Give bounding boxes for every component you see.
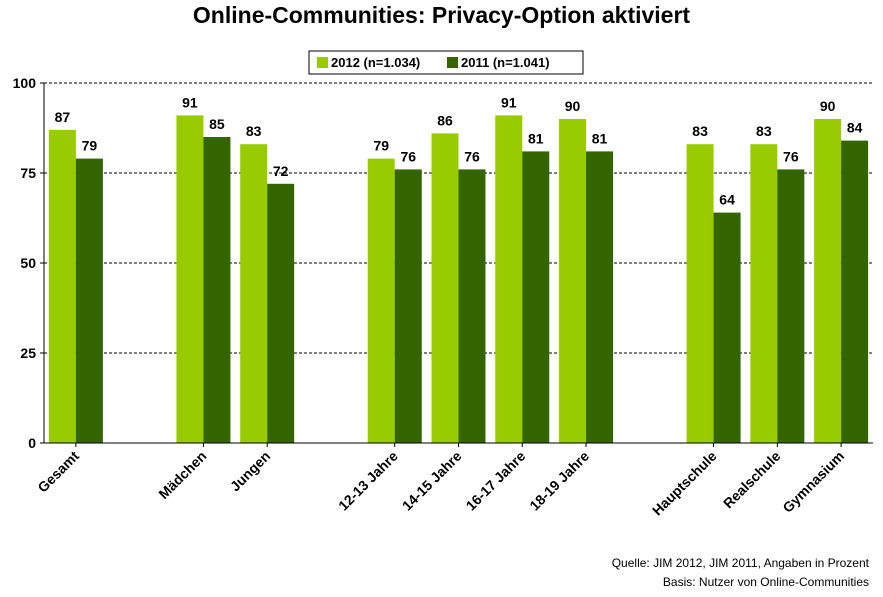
x-tick-label: Gesamt <box>34 448 82 496</box>
bar-2012 <box>176 115 204 444</box>
x-tick-label: Jungen <box>227 448 274 495</box>
data-label: 84 <box>847 120 863 136</box>
y-tick-label: 25 <box>20 345 36 361</box>
bar-2012 <box>367 158 395 443</box>
bar-2012 <box>686 144 714 443</box>
data-label: 91 <box>182 94 198 110</box>
x-tick-label: 12-13 Jahre <box>335 448 401 514</box>
chart-title: Online-Communities: Privacy-Option aktiv… <box>192 2 691 28</box>
data-label: 91 <box>501 94 517 110</box>
x-tick-label: Realschule <box>720 448 784 512</box>
bar-2011 <box>522 151 550 443</box>
bar-2012 <box>750 144 778 443</box>
bar-2011 <box>75 158 103 443</box>
legend-swatch-2011 <box>447 57 458 68</box>
data-label: 76 <box>464 148 480 164</box>
y-tick-label: 75 <box>20 165 36 181</box>
bar-2012 <box>814 119 842 443</box>
x-tick-label: 14-15 Jahre <box>399 448 465 514</box>
bar-2011 <box>713 212 741 443</box>
x-tick-label: Hauptschule <box>649 448 720 519</box>
bar-2012 <box>559 119 587 443</box>
basis-note: Basis: Nutzer von Online-Communities <box>662 575 869 589</box>
bars-layer <box>48 115 869 444</box>
data-label: 83 <box>246 123 262 139</box>
labels-layer: 87 79 91 85 83 72 79 76 86 76 91 81 90 81 83 64 83 76 90 84 <box>55 94 863 207</box>
data-label: 81 <box>592 130 608 146</box>
bar-2011 <box>586 151 614 443</box>
y-tick-label: 100 <box>13 75 37 91</box>
y-tick-label: 0 <box>28 435 36 451</box>
bar-2011 <box>841 140 869 443</box>
data-label: 76 <box>400 148 416 164</box>
legend-label: 2011 (n=1.041) <box>461 55 550 70</box>
data-label: 90 <box>820 98 836 114</box>
bar-2011 <box>458 169 486 443</box>
data-label: 85 <box>209 116 225 132</box>
bar-2011 <box>777 169 805 443</box>
bar-2012 <box>240 144 268 443</box>
x-tick-label: 16-17 Jahre <box>463 448 529 514</box>
data-label: 81 <box>528 130 544 146</box>
data-label: 79 <box>373 138 389 154</box>
data-label: 86 <box>437 112 453 128</box>
legend-swatch-2012 <box>317 57 328 68</box>
data-label: 79 <box>82 138 98 154</box>
y-tick-label: 50 <box>20 255 36 271</box>
data-label: 64 <box>719 192 735 208</box>
legend: 2012 (n=1.034) 2011 (n=1.041) <box>308 50 584 75</box>
data-label: 90 <box>565 98 581 114</box>
legend-label: 2012 (n=1.034) <box>331 55 420 70</box>
bar-2011 <box>394 169 422 443</box>
x-tick-label: 18-19 Jahre <box>526 448 592 514</box>
data-label: 76 <box>783 148 799 164</box>
data-label: 83 <box>756 123 772 139</box>
x-tick-label: Gymnasium <box>779 448 847 516</box>
bar-2012 <box>495 115 523 444</box>
data-label: 87 <box>55 109 71 125</box>
data-label: 72 <box>273 163 289 179</box>
data-label: 83 <box>692 123 708 139</box>
bar-2012 <box>48 129 76 444</box>
bar-2011 <box>267 183 295 444</box>
source-note: Quelle: JIM 2012, JIM 2011, Angaben in P… <box>611 556 869 570</box>
bar-2012 <box>431 133 459 443</box>
x-tick-label: Mädchen <box>155 448 209 502</box>
legend-box <box>308 50 584 75</box>
bar-2011 <box>203 137 231 443</box>
